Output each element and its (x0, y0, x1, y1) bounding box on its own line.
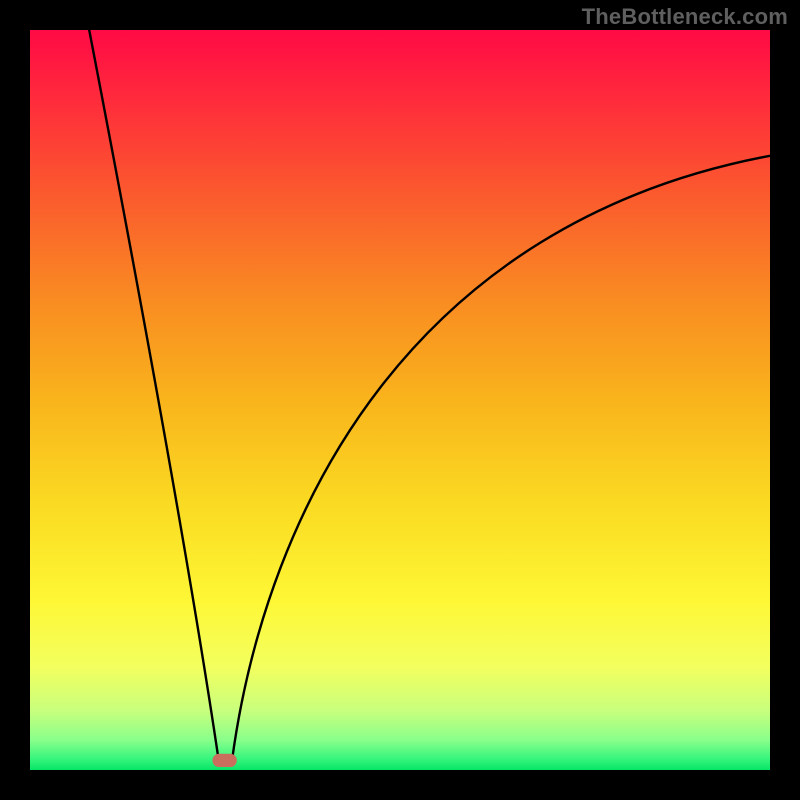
watermark-text: TheBottleneck.com (582, 4, 788, 30)
apex-marker (212, 754, 236, 767)
bottleneck-chart (0, 0, 800, 800)
plot-background-gradient (30, 30, 770, 770)
